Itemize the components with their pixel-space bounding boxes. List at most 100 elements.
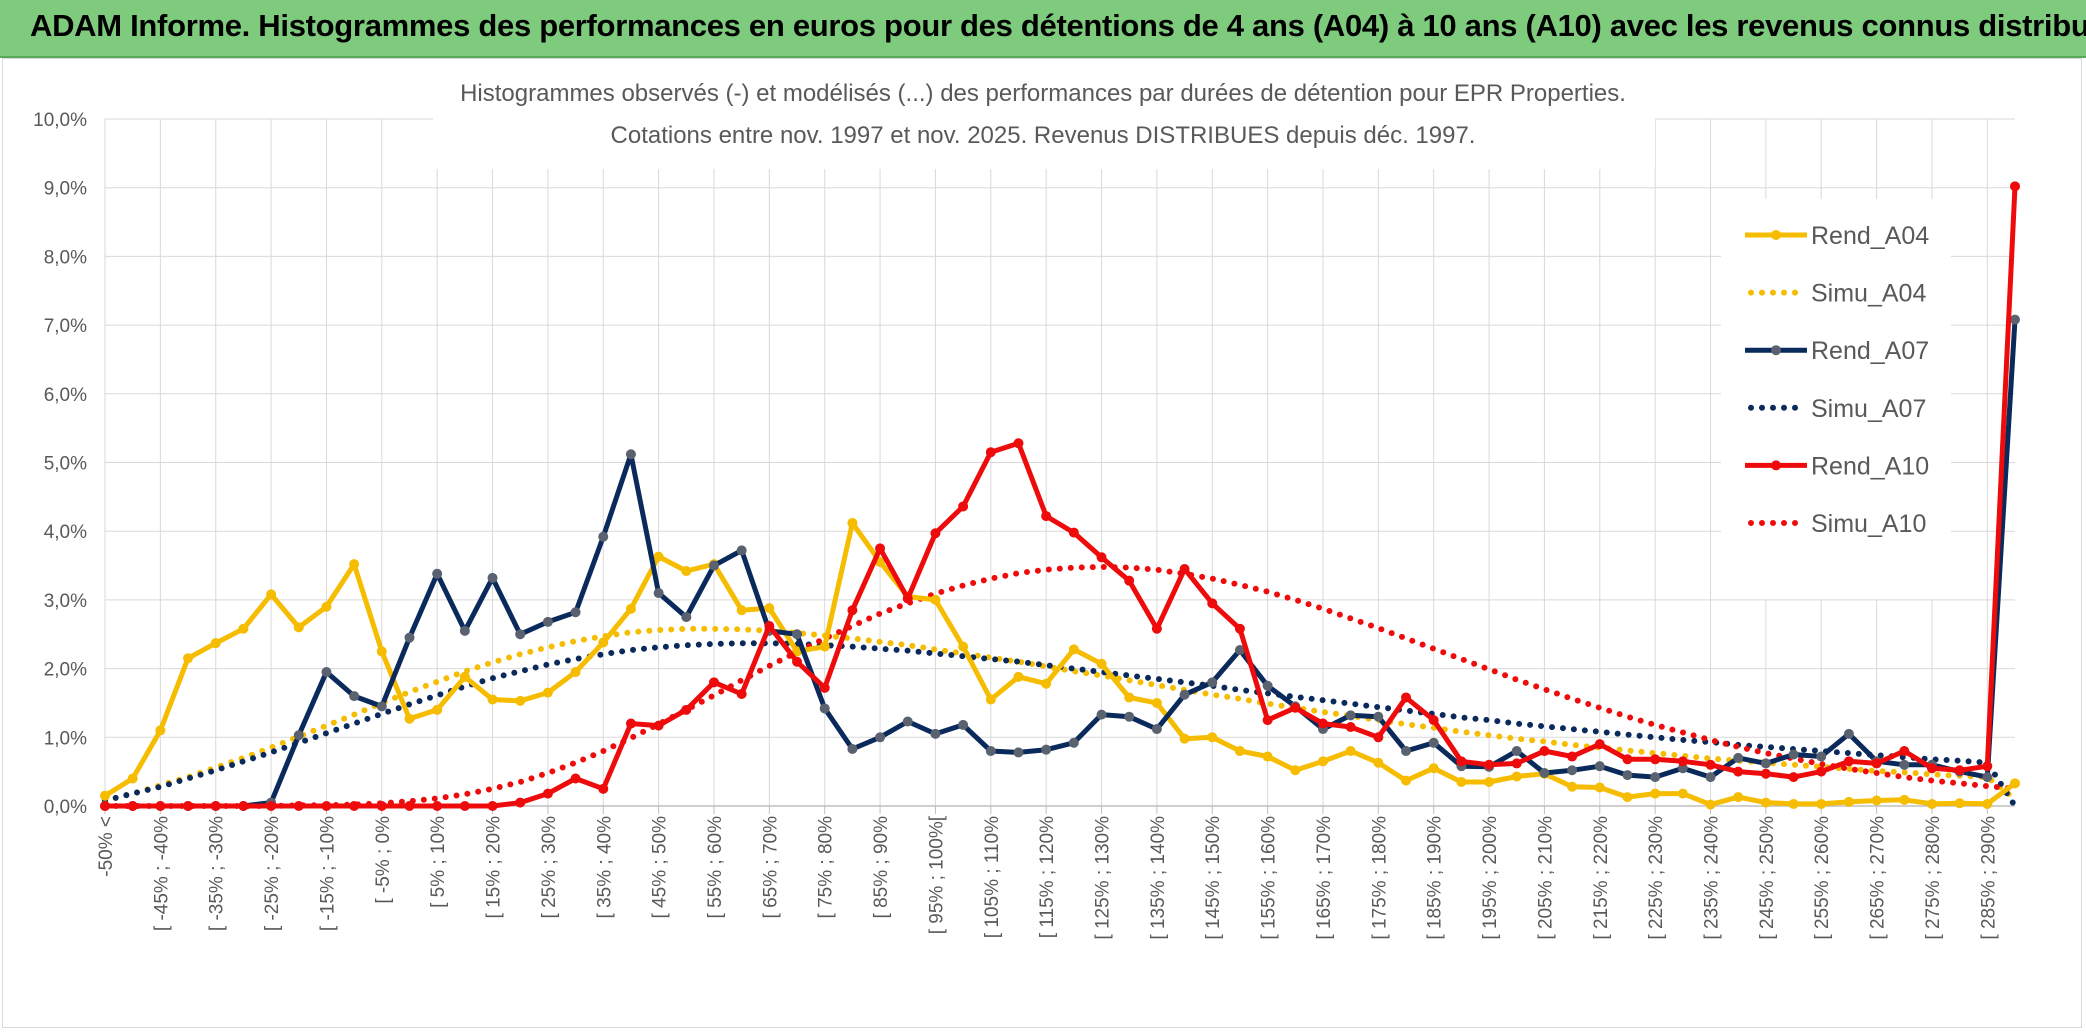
data-point (1511, 758, 1522, 769)
data-point (487, 572, 498, 583)
data-point (1068, 527, 1079, 538)
data-point (1068, 644, 1079, 655)
data-point (293, 622, 304, 633)
data-point (1484, 776, 1495, 787)
x-tick-label: [ -35% ; -30% (207, 816, 228, 931)
data-point (487, 694, 498, 705)
data-point (321, 801, 332, 811)
data-point (570, 773, 581, 784)
data-point (1179, 563, 1190, 574)
x-tick-label: [ -5% ; 0% (373, 816, 394, 904)
x-tick-label: [ 185% ; 190% (1425, 816, 1446, 940)
data-point (1926, 763, 1937, 774)
data-point (681, 704, 692, 715)
data-point (155, 801, 166, 811)
data-point (1179, 689, 1190, 700)
x-tick-label: [ -25% ; -20% (262, 816, 283, 931)
legend-marker (1771, 345, 1781, 356)
report-title: ADAM Informe. Histogrammes des performan… (30, 8, 2086, 43)
data-point (1124, 711, 1135, 722)
data-point (1622, 792, 1633, 803)
data-point (1428, 763, 1439, 774)
data-point (321, 601, 332, 612)
x-tick-label: [ 255% ; 260% (1812, 816, 1833, 940)
axes: 0,0% 1,0% 2,0% 3,0% 4,0% 5,0% 6,0% 7,0% 8,0% 9,0%… (33, 110, 2015, 940)
chart-title-background (433, 61, 1655, 169)
data-point (404, 713, 415, 724)
data-point (542, 788, 553, 799)
data-point (1345, 710, 1356, 721)
data-point (1290, 765, 1301, 776)
data-point (1317, 718, 1328, 729)
data-point (764, 621, 775, 632)
legend-label: Rend_A04 (1811, 222, 1929, 250)
data-point (293, 730, 304, 741)
data-point (1151, 623, 1162, 634)
data-point (1262, 751, 1273, 762)
data-point (681, 566, 692, 577)
data-point (736, 545, 747, 556)
data-point (1816, 766, 1827, 777)
x-tick-label: [ -15% ; -10% (317, 816, 338, 931)
data-point (459, 671, 470, 682)
data-point (1234, 746, 1245, 757)
x-tick-label: [ 25% ; 30% (539, 816, 560, 919)
chart-title-line2: Cotations entre nov. 1997 et nov. 2025. … (611, 122, 1476, 149)
data-point (349, 801, 360, 811)
data-point (1207, 677, 1218, 688)
data-point (321, 667, 332, 678)
data-point (902, 593, 913, 604)
y-tick-label: 0,0% (44, 797, 87, 818)
legend-label: Rend_A10 (1811, 452, 1929, 480)
data-point (958, 641, 969, 652)
data-point (266, 801, 277, 811)
data-point (1456, 776, 1467, 787)
x-tick-label: [ 205% ; 210% (1535, 816, 1556, 940)
y-tick-label: 9,0% (44, 179, 87, 200)
x-tick-label: [ 105% ; 110% (982, 816, 1003, 938)
series-rend-a10 (105, 186, 2018, 809)
x-tick-label: [ 155% ; 160% (1259, 816, 1280, 940)
data-point (1290, 702, 1301, 713)
data-point (1151, 697, 1162, 708)
data-point (708, 560, 719, 571)
x-tick-label: [ 45% ; 50% (650, 816, 671, 919)
legend-label: Simu_A07 (1811, 395, 1926, 423)
data-point (1373, 757, 1384, 768)
data-point (1179, 733, 1190, 744)
data-point (1788, 772, 1799, 783)
data-point (1705, 799, 1716, 810)
chart-title-line1: Histogrammes observés (-) et modélisés (… (460, 80, 1626, 107)
data-point (1567, 751, 1578, 762)
data-point (847, 517, 858, 528)
data-point (1760, 758, 1771, 769)
data-point (1843, 756, 1854, 767)
data-point (1733, 792, 1744, 803)
x-tick-label: [ -45% ; -40% (151, 816, 172, 931)
data-point (1401, 692, 1412, 703)
y-tick-label: 7,0% (44, 316, 87, 337)
data-point (1207, 598, 1218, 609)
data-point (1926, 798, 1937, 809)
data-point (238, 623, 249, 634)
data-point (515, 629, 526, 640)
data-point (792, 656, 803, 667)
data-point (2010, 181, 2020, 192)
data-point (1373, 711, 1384, 722)
data-point (1041, 511, 1052, 522)
data-point (100, 801, 110, 811)
legend-label: Rend_A07 (1811, 337, 1929, 365)
data-point (376, 646, 387, 657)
data-point (819, 703, 830, 714)
data-point (958, 719, 969, 730)
data-point (183, 653, 194, 664)
data-point (1124, 575, 1135, 586)
data-point (293, 801, 304, 811)
data-point (1677, 756, 1688, 767)
x-tick-label: [ 285% ; 290% (1978, 816, 1999, 940)
x-tick-label: [ 175% ; 180% (1369, 816, 1390, 940)
data-point (1013, 438, 1024, 449)
data-point (1816, 751, 1827, 762)
legend-marker (1771, 230, 1781, 240)
data-point (1456, 756, 1467, 767)
